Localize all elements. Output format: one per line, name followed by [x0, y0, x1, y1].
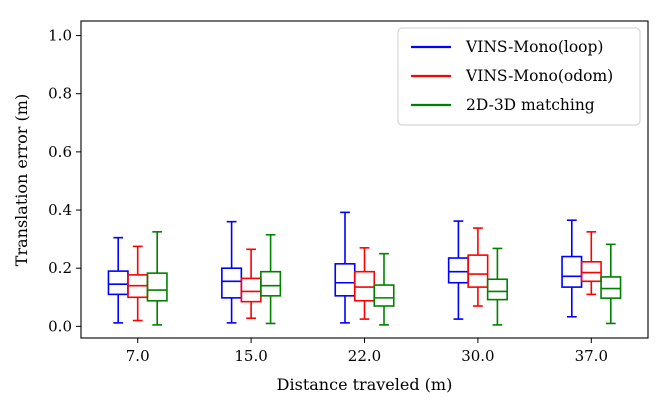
box-2-2 — [373, 252, 395, 326]
legend-frame — [397, 27, 641, 126]
x-tick-label: 30.0 — [461, 347, 494, 365]
plot-frame — [80, 20, 649, 339]
x-tick-label: 37.0 — [575, 347, 608, 365]
x-tick-label: 15.0 — [234, 347, 267, 365]
y-tick-label: 1.0 — [48, 27, 72, 45]
box-group — [107, 211, 622, 326]
x-tick-label: 22.0 — [348, 347, 381, 365]
box-iqr — [146, 272, 168, 302]
x-tick-label: 7.0 — [126, 347, 150, 365]
box-0-2 — [146, 231, 168, 326]
x-axis-label: Distance traveled (m) — [277, 375, 453, 394]
box-iqr — [600, 276, 622, 299]
legend-label-loop: VINS-Mono(loop) — [465, 38, 603, 56]
y-tick-label: 0.2 — [48, 259, 72, 277]
box-iqr — [467, 254, 489, 288]
box-iqr — [373, 284, 395, 307]
box-1-2 — [260, 233, 282, 325]
legend-label-matching: 2D-3D matching — [466, 96, 595, 114]
legend-label-odom: VINS-Mono(odom) — [465, 67, 613, 85]
box-0-0 — [107, 236, 129, 324]
box-4-1 — [580, 231, 602, 296]
box-3-2 — [486, 247, 508, 326]
y-axis-label: Translation error (m) — [12, 94, 31, 266]
y-tick-label: 0.0 — [48, 317, 72, 335]
box-iqr — [580, 261, 602, 283]
y-tick-label: 0.8 — [48, 85, 72, 103]
legend: VINS-Mono(loop) VINS-Mono(odom) 2D-3D ma… — [397, 27, 641, 126]
box-iqr — [486, 278, 508, 301]
y-tick-label: 0.6 — [48, 143, 72, 161]
y-tick-label: 0.4 — [48, 201, 72, 219]
box-iqr — [260, 270, 282, 297]
y-axis: 0.0 0.2 0.4 0.6 0.8 1.0 — [48, 27, 81, 335]
x-axis: 7.0 15.0 22.0 30.0 37.0 — [126, 338, 608, 365]
box-3-1 — [467, 227, 489, 307]
box-4-2 — [600, 243, 622, 325]
